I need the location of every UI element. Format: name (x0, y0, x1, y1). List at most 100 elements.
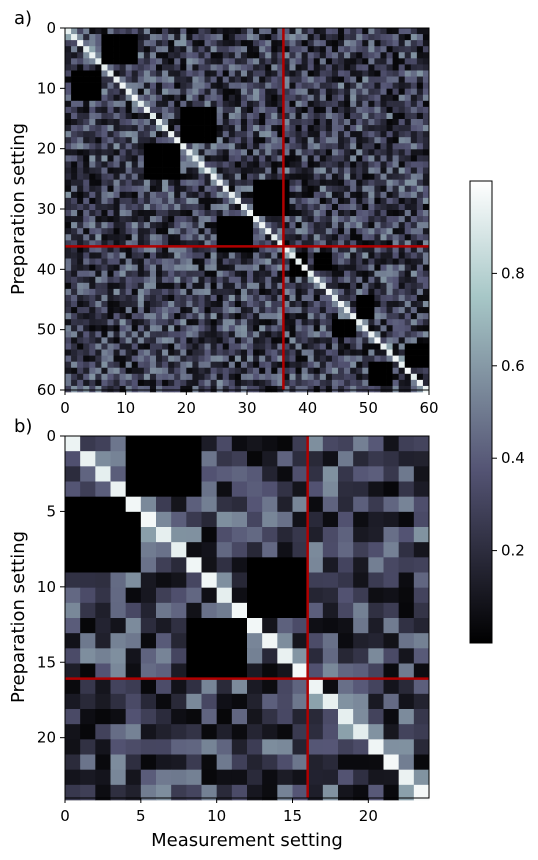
heatmap-cell (301, 313, 309, 320)
heatmap-cell (95, 511, 111, 528)
heatmap-cell (404, 125, 412, 132)
heatmap-cell (222, 355, 230, 363)
heatmap-cell (307, 724, 324, 740)
heatmap-cell (234, 349, 242, 356)
heatmap-cell (386, 246, 393, 253)
heatmap-cell (95, 240, 102, 247)
heatmap-cell (265, 28, 272, 35)
heatmap-cell (131, 203, 139, 211)
heatmap-cell (368, 282, 375, 290)
heatmap-cell (180, 294, 187, 302)
heatmap-cell (350, 203, 357, 211)
heatmap-cell (137, 203, 145, 211)
heatmap-cell (338, 436, 354, 452)
heatmap-cell (228, 276, 236, 284)
heatmap-cell (247, 70, 254, 77)
heatmap-cell (95, 34, 102, 41)
heatmap-cell (319, 343, 327, 350)
heatmap-cell (338, 385, 345, 393)
heatmap-cell (353, 542, 369, 558)
heatmap-cell (113, 307, 120, 314)
heatmap-cell (283, 185, 290, 193)
heatmap-cell (143, 185, 151, 193)
heatmap-cell (422, 210, 430, 217)
heatmap-cell (231, 527, 248, 543)
heatmap-cell (386, 349, 393, 356)
heatmap-cell (107, 270, 114, 278)
heatmap-cell (422, 131, 430, 138)
heatmap-cell (247, 724, 263, 740)
heatmap-cell (107, 301, 114, 308)
heatmap-cell (198, 319, 205, 326)
heatmap-cell (137, 88, 145, 96)
heatmap-cell (240, 343, 248, 350)
heatmap-cell (180, 282, 187, 290)
heatmap-cell (325, 222, 333, 229)
heatmap-cell (162, 252, 169, 259)
heatmap-cell (413, 436, 430, 452)
heatmap-cell (240, 228, 248, 235)
heatmap-cell (350, 100, 357, 108)
heatmap-cell (125, 258, 133, 265)
heatmap-cell (289, 307, 296, 314)
heatmap-cell (265, 228, 272, 235)
heatmap-cell (216, 94, 224, 102)
heatmap-cell (404, 361, 412, 369)
heatmap-cell (107, 185, 114, 193)
heatmap-cell (325, 52, 333, 59)
heatmap-cell (344, 64, 351, 71)
heatmap-cell (198, 94, 205, 102)
heatmap-cell (234, 337, 242, 344)
heatmap-cell (271, 222, 278, 229)
heatmap-cell (350, 361, 357, 369)
heatmap-cell (368, 527, 384, 543)
heatmap-cell (210, 355, 218, 363)
heatmap-cell (259, 270, 266, 278)
heatmap-cell (322, 663, 339, 680)
heatmap-cell (295, 270, 302, 278)
heatmap-cell (404, 313, 412, 320)
heatmap-cell (338, 143, 345, 150)
heatmap-cell (338, 234, 345, 241)
heatmap-cell (271, 46, 278, 53)
heatmap-cell (156, 76, 163, 83)
heatmap-cell (65, 28, 72, 35)
heatmap-cell (338, 28, 345, 35)
heatmap-cell (247, 294, 254, 302)
heatmap-cell (80, 572, 96, 589)
heatmap-cell (228, 361, 236, 369)
heatmap-cell (156, 511, 172, 528)
heatmap-cell (404, 222, 412, 229)
heatmap-cell (380, 222, 387, 229)
heatmap-cell (422, 94, 430, 102)
heatmap-cell (119, 307, 127, 314)
heatmap-cell (283, 28, 290, 35)
heatmap-cell (374, 228, 381, 235)
heatmap-cell (271, 119, 278, 126)
heatmap-cell (119, 325, 127, 332)
heatmap-cell (295, 331, 302, 338)
heatmap-cell (131, 82, 139, 90)
heatmap-cell (119, 131, 127, 138)
heatmap-cell (216, 161, 224, 168)
heatmap-cell (216, 648, 233, 664)
heatmap-cell (259, 76, 266, 83)
heatmap-cell (338, 602, 354, 619)
heatmap-cell (222, 137, 230, 144)
heatmap-cell (186, 137, 193, 144)
heatmap-cell (125, 361, 133, 369)
x-tick-label: 0 (60, 399, 70, 417)
heatmap-cell (386, 82, 393, 90)
heatmap-cell (156, 94, 163, 102)
heatmap-cell (277, 197, 284, 205)
heatmap-cell (353, 496, 369, 513)
heatmap-cell (137, 313, 145, 320)
heatmap-cell (301, 46, 309, 53)
heatmap-cell (119, 319, 127, 326)
heatmap-cell (216, 143, 224, 150)
heatmap-cell (338, 769, 354, 786)
heatmap-cell (149, 355, 157, 363)
heatmap-cell (368, 436, 384, 452)
heatmap-cell (319, 276, 327, 284)
heatmap-cell (168, 373, 175, 381)
